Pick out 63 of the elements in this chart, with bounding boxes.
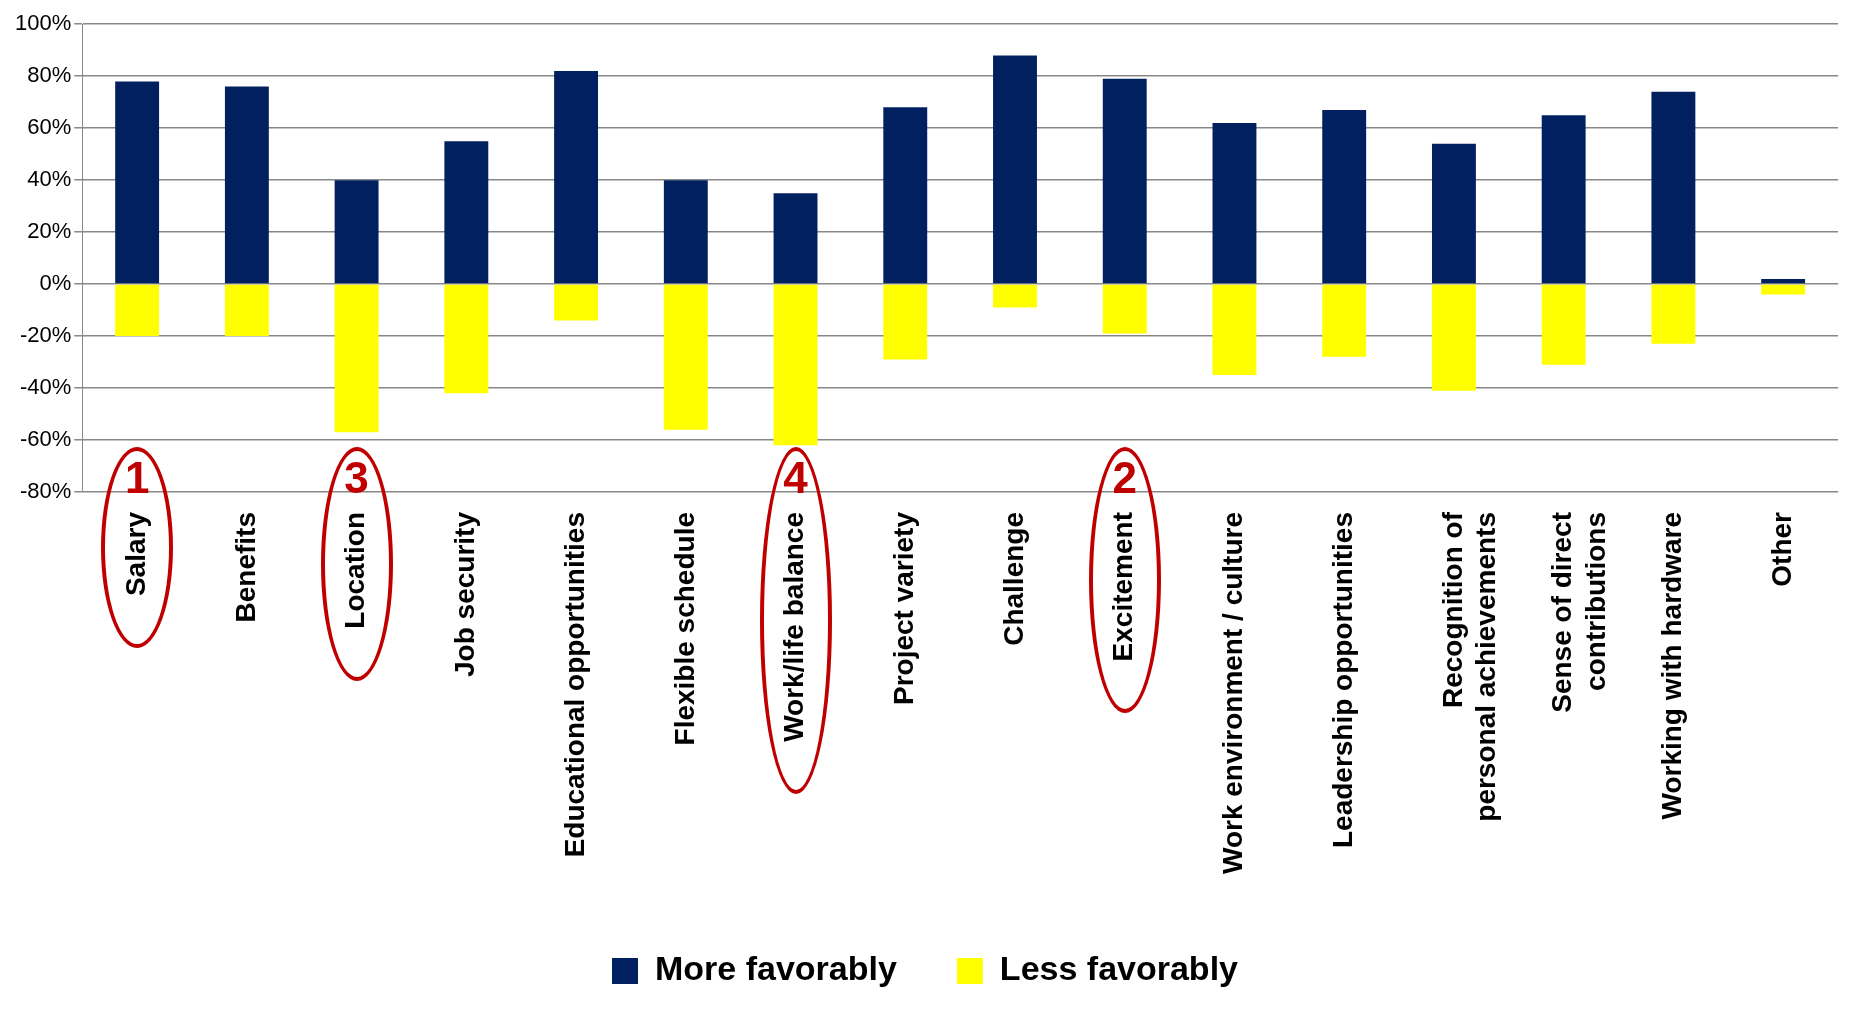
bar xyxy=(993,284,1037,308)
bar xyxy=(1761,284,1806,295)
bar xyxy=(224,284,269,337)
bar xyxy=(1541,115,1586,284)
bar xyxy=(1651,91,1696,284)
annotation: 2 xyxy=(1112,453,1137,503)
bar xyxy=(444,141,489,284)
bar xyxy=(1322,109,1367,284)
y-tick-label: 60% xyxy=(27,114,72,140)
y-tick-label: -40% xyxy=(19,374,72,400)
x-tick-label: Job security xyxy=(449,511,481,677)
legend-label: More favorably xyxy=(655,949,897,988)
x-tick-label: Work environment / culture xyxy=(1217,512,1249,875)
bar xyxy=(1212,284,1257,376)
bar xyxy=(554,284,599,321)
x-tick-label: Excitement xyxy=(1107,512,1139,662)
y-tick-label: 20% xyxy=(27,218,72,244)
y-tick-label: -80% xyxy=(19,478,72,504)
bar xyxy=(883,284,928,360)
y-tick-label: 0% xyxy=(39,270,72,296)
bar xyxy=(993,55,1037,284)
legend-label: Less favorably xyxy=(999,949,1239,988)
bar xyxy=(444,284,489,394)
bar xyxy=(1431,284,1476,391)
annotation: 4 xyxy=(783,453,809,503)
bar xyxy=(773,193,818,284)
bar xyxy=(1102,78,1147,284)
x-tick-label: Benefits xyxy=(229,512,261,623)
x-tick-label: Recognition of personal achievements xyxy=(1436,511,1502,822)
bar xyxy=(334,284,379,433)
annotation: 3 xyxy=(344,453,369,503)
bar xyxy=(1651,284,1696,344)
y-tick-label: 80% xyxy=(27,62,72,88)
x-tick-label: Leadership opportunities xyxy=(1326,512,1358,849)
x-tick-label: Working with hardware xyxy=(1656,512,1688,820)
bar xyxy=(1761,278,1806,284)
y-tick-label: 40% xyxy=(27,166,72,192)
bar xyxy=(1541,284,1586,365)
x-tick-label: Other xyxy=(1765,511,1797,587)
bar xyxy=(773,284,818,446)
bar xyxy=(115,284,160,337)
bar xyxy=(1212,122,1257,284)
bar xyxy=(663,180,708,284)
annotation: 1 xyxy=(124,453,150,503)
bar xyxy=(1322,284,1367,357)
y-tick-label: -60% xyxy=(19,426,72,452)
bar xyxy=(883,107,928,284)
x-tick-label: Project variety xyxy=(887,511,919,706)
y-tick-label: -20% xyxy=(19,322,72,348)
bar xyxy=(334,180,379,284)
bar xyxy=(554,70,599,284)
bar xyxy=(115,81,160,284)
bar xyxy=(1431,143,1476,284)
y-tick-label: 100% xyxy=(14,10,72,36)
x-tick-label: Educational opportunities xyxy=(558,512,590,858)
x-tick-label: Challenge xyxy=(997,512,1029,646)
x-tick-label: Salary xyxy=(119,511,151,597)
x-tick-label: Location xyxy=(339,512,371,629)
bar xyxy=(663,284,708,430)
x-tick-label: Work/life balance xyxy=(778,512,810,742)
bar xyxy=(1102,284,1147,334)
x-tick-label: Flexible schedule xyxy=(668,512,700,746)
bar xyxy=(224,86,269,284)
